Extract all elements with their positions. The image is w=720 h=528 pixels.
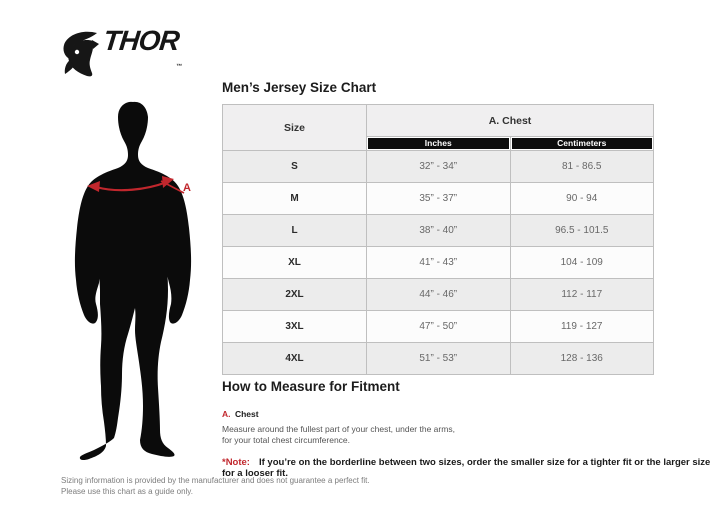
centimeters-value: 90 - 94: [509, 182, 654, 215]
table-row-4xl: 4XL 51” - 53” 128 - 136: [222, 342, 654, 375]
how-to-measure-section: How to Measure for Fitment A. Chest Meas…: [222, 379, 522, 446]
size-chart-table: Size A. Chest Inches Centimeters S 32” -…: [222, 104, 654, 375]
fit-note: *Note: If you’re on the borderline betwee…: [222, 457, 720, 479]
centimeters-value: 96.5 - 101.5: [509, 214, 654, 247]
inches-value: 51” - 53”: [366, 342, 511, 375]
centimeters-value: 104 - 109: [509, 246, 654, 279]
measure-description: Measure around the fullest part of your …: [222, 424, 455, 446]
page-title: Men’s Jersey Size Chart: [222, 80, 377, 95]
note-text: If you’re on the borderline between two …: [222, 457, 711, 479]
table-row-l: L 38” - 40” 96.5 - 101.5: [222, 214, 654, 247]
table-row-m: M 35” - 37” 90 - 94: [222, 182, 654, 215]
column-group-header-chest: A. Chest: [366, 104, 654, 137]
inches-value: 38” - 40”: [366, 214, 511, 247]
table-row-xl: XL 41” - 43” 104 - 109: [222, 246, 654, 279]
disclaimer-line-2: Please use this chart as a guide only.: [61, 486, 193, 496]
inches-value: 47” - 50”: [366, 310, 511, 343]
table-row-3xl: 3XL 47” - 50” 119 - 127: [222, 310, 654, 343]
size-label: 3XL: [222, 310, 367, 343]
brand-logo: THOR™: [60, 18, 183, 90]
sizing-disclaimer: Sizing information is provided by the ma…: [61, 476, 370, 498]
centimeters-value: 112 - 117: [509, 278, 654, 311]
inches-value: 41” - 43”: [366, 246, 511, 279]
centimeters-value: 128 - 136: [509, 342, 654, 375]
column-subheader-inches: Inches: [366, 136, 511, 151]
column-subheader-centimeters: Centimeters: [509, 136, 654, 151]
centimeters-value: 81 - 86.5: [509, 150, 654, 183]
centimeters-value: 119 - 127: [509, 310, 654, 343]
thor-goat-icon: [63, 31, 99, 77]
size-label: L: [222, 214, 367, 247]
trademark-symbol: ™: [175, 64, 183, 70]
table-row-s: S 32” - 34” 81 - 86.5: [222, 150, 654, 183]
chest-measurement-arrow: [87, 176, 185, 194]
size-label: M: [222, 182, 367, 215]
chest-measurement-label: A: [183, 182, 191, 194]
measure-name: Chest: [234, 409, 259, 419]
brand-wordmark: THOR™: [101, 25, 183, 70]
measure-key: A.: [222, 409, 231, 419]
inches-value: 32” - 34”: [366, 150, 511, 183]
measure-item-chest: A. Chest Measure around the fullest part…: [222, 404, 522, 446]
body-silhouette-figure: [56, 93, 220, 465]
size-label: XL: [222, 246, 367, 279]
inches-value: 44” - 46”: [366, 278, 511, 311]
table-row-2xl: 2XL 44” - 46” 112 - 117: [222, 278, 654, 311]
size-label: 4XL: [222, 342, 367, 375]
note-label: *Note:: [222, 457, 250, 468]
inches-value: 35” - 37”: [366, 182, 511, 215]
size-label: 2XL: [222, 278, 367, 311]
how-to-measure-heading: How to Measure for Fitment: [222, 379, 400, 394]
size-label: S: [222, 150, 367, 183]
column-header-size: Size: [222, 104, 367, 151]
disclaimer-line-1: Sizing information is provided by the ma…: [61, 476, 370, 485]
male-silhouette-graphic: [74, 101, 192, 461]
